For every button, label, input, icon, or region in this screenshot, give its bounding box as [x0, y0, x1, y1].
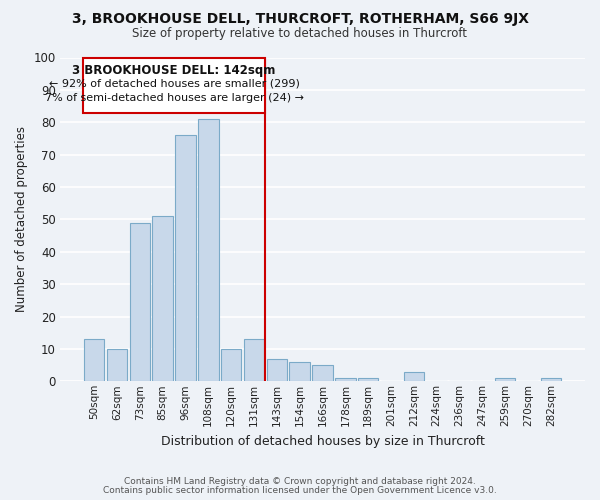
Bar [495, 378, 515, 382]
Bar [107, 349, 127, 382]
Bar [130, 222, 150, 382]
Text: ← 92% of detached houses are smaller (299): ← 92% of detached houses are smaller (29… [49, 78, 299, 88]
Bar [175, 135, 196, 382]
Bar [541, 378, 561, 382]
Bar [152, 216, 173, 382]
Text: Contains public sector information licensed under the Open Government Licence v3: Contains public sector information licen… [103, 486, 497, 495]
Bar [335, 378, 356, 382]
Bar [221, 349, 241, 382]
Y-axis label: Number of detached properties: Number of detached properties [15, 126, 28, 312]
Bar [312, 365, 333, 382]
Bar [289, 362, 310, 382]
Text: 7% of semi-detached houses are larger (24) →: 7% of semi-detached houses are larger (2… [44, 93, 304, 103]
Text: 3 BROOKHOUSE DELL: 142sqm: 3 BROOKHOUSE DELL: 142sqm [73, 64, 276, 77]
Bar [83, 58, 265, 112]
Bar [358, 378, 379, 382]
Bar [198, 119, 218, 382]
Bar [404, 372, 424, 382]
Bar [84, 339, 104, 382]
Text: Contains HM Land Registry data © Crown copyright and database right 2024.: Contains HM Land Registry data © Crown c… [124, 477, 476, 486]
Text: Size of property relative to detached houses in Thurcroft: Size of property relative to detached ho… [133, 28, 467, 40]
X-axis label: Distribution of detached houses by size in Thurcroft: Distribution of detached houses by size … [161, 434, 484, 448]
Text: 3, BROOKHOUSE DELL, THURCROFT, ROTHERHAM, S66 9JX: 3, BROOKHOUSE DELL, THURCROFT, ROTHERHAM… [71, 12, 529, 26]
Bar [244, 339, 264, 382]
Bar [266, 358, 287, 382]
